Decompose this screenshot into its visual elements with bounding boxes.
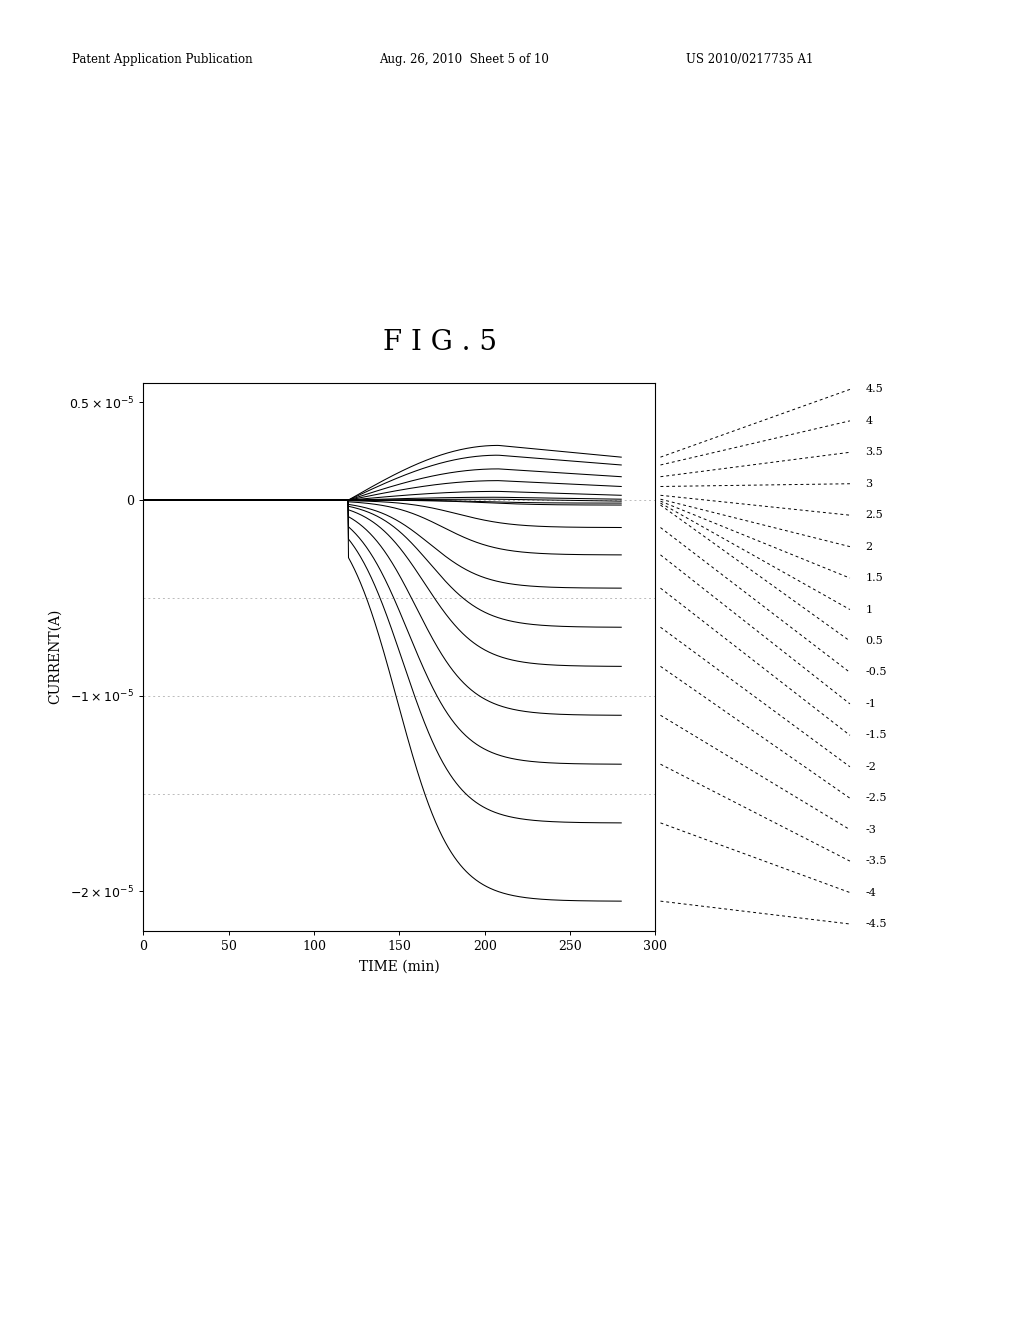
Text: 0.5: 0.5 <box>865 636 883 645</box>
Text: 4: 4 <box>865 416 872 426</box>
Text: 4.5: 4.5 <box>865 384 883 395</box>
Text: -2.5: -2.5 <box>865 793 887 803</box>
Text: 2: 2 <box>865 541 872 552</box>
Text: -1: -1 <box>865 698 877 709</box>
Text: -1.5: -1.5 <box>865 730 887 741</box>
Text: -4: -4 <box>865 887 877 898</box>
Text: US 2010/0217735 A1: US 2010/0217735 A1 <box>686 53 813 66</box>
Y-axis label: CURRENT(A): CURRENT(A) <box>48 609 62 705</box>
Text: 1.5: 1.5 <box>865 573 883 583</box>
Text: 3.5: 3.5 <box>865 447 883 457</box>
X-axis label: TIME (min): TIME (min) <box>359 960 439 974</box>
Text: -3.5: -3.5 <box>865 857 887 866</box>
Text: Patent Application Publication: Patent Application Publication <box>72 53 252 66</box>
Text: -3: -3 <box>865 825 877 834</box>
Text: -0.5: -0.5 <box>865 668 887 677</box>
Text: -4.5: -4.5 <box>865 919 887 929</box>
Text: F I G . 5: F I G . 5 <box>383 329 498 356</box>
Text: 2.5: 2.5 <box>865 511 883 520</box>
Text: Aug. 26, 2010  Sheet 5 of 10: Aug. 26, 2010 Sheet 5 of 10 <box>379 53 549 66</box>
Text: 3: 3 <box>865 479 872 488</box>
Text: -2: -2 <box>865 762 877 772</box>
Text: 1: 1 <box>865 605 872 615</box>
